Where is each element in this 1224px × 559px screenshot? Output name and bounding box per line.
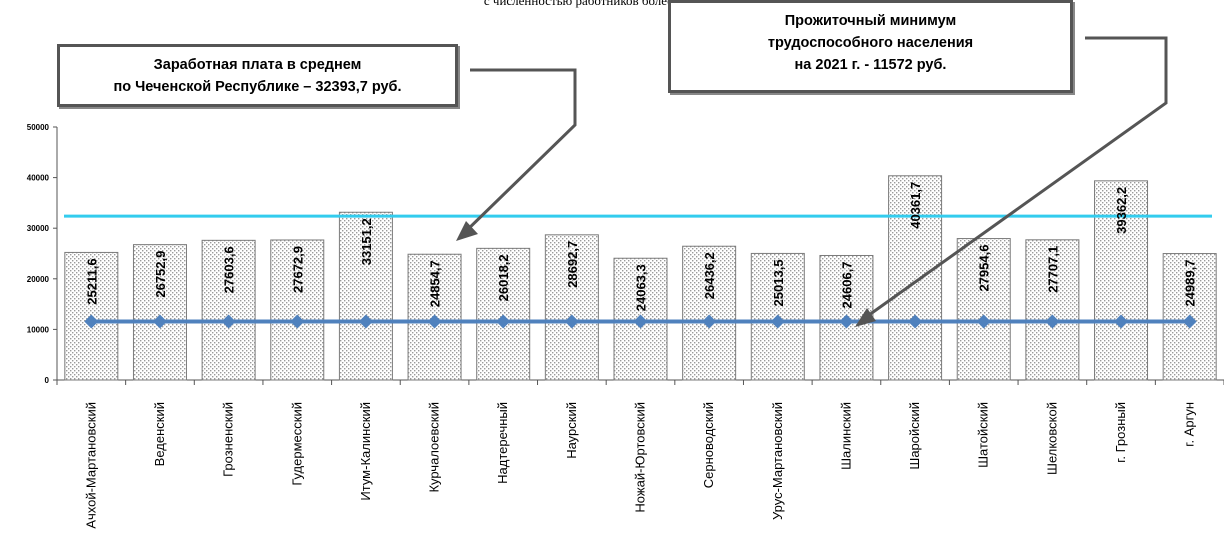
bars — [64, 175, 1217, 381]
bar-value-label: 24854,7 — [428, 260, 443, 307]
y-tick-label: 20000 — [27, 275, 50, 284]
bar — [1094, 180, 1149, 381]
bar — [476, 247, 531, 381]
min-callout-arrowhead — [855, 308, 876, 327]
bar-value-label: 25013,5 — [771, 259, 786, 306]
subsistence-min-marker — [1182, 314, 1197, 329]
subsistence-min-marker — [702, 314, 717, 329]
wage-callout-connector — [460, 68, 577, 237]
subsistence-min-marker — [84, 314, 99, 329]
subsistence-min-marker — [908, 314, 923, 329]
x-tick-label: Серноводский — [701, 402, 716, 488]
bar-value-label: 24063,3 — [634, 264, 649, 311]
subsistence-min-marker — [633, 314, 648, 329]
axes: 0 10000 20000 30000 40000 50000 Ачхой-Мартанов… — [27, 123, 1224, 529]
x-tick-label: Урус-Мартановский — [770, 402, 785, 520]
subsistence-min-marker — [358, 314, 373, 329]
bar — [1025, 239, 1080, 381]
subsistence-min-marker — [496, 314, 511, 329]
y-tick-label: 30000 — [27, 224, 50, 233]
bar — [544, 234, 599, 381]
subsistence-min-marker — [976, 314, 991, 329]
x-tick-label: Наурский — [564, 402, 579, 459]
subsistence-min-callout-line2: трудоспособного населения — [767, 35, 974, 51]
bar-value-label: 27707,1 — [1045, 246, 1060, 293]
bar-value-label: 24989,7 — [1183, 260, 1198, 307]
bar-value-label: 33151,2 — [359, 218, 374, 265]
bar-value-label: 27954,6 — [977, 245, 992, 292]
x-tick-label: Итум-Калинский — [358, 402, 373, 501]
callout-connectors — [456, 36, 1168, 327]
bar-value-label: 25211,6 — [84, 258, 99, 304]
bar — [956, 238, 1011, 381]
y-tick-label: 50000 — [27, 123, 50, 132]
x-tick-label: г. Грозный — [1113, 402, 1128, 463]
avg-wage-callout-line2: по Чеченской Республике – 32393,7 руб. — [113, 79, 402, 95]
bar-value-label: 40361,7 — [908, 182, 923, 229]
x-tick-label: Надтеречный — [495, 402, 510, 484]
x-tick-label: Гудермесский — [289, 402, 304, 486]
bar — [132, 244, 187, 381]
x-tick-label: Шатойский — [976, 402, 991, 468]
x-tick-label: Шаройский — [907, 402, 922, 470]
x-tick-label: Шалинский — [838, 402, 853, 470]
bar-value-label: 26018,2 — [496, 254, 511, 301]
bar-value-label: 27672,9 — [290, 246, 305, 293]
x-tick-label: Ачхой-Мартановский — [83, 402, 98, 529]
bar — [270, 239, 325, 381]
bar-value-label: 26752,9 — [153, 251, 168, 298]
bar — [338, 211, 393, 381]
bar-value-label: 28692,7 — [565, 241, 580, 288]
subsistence-min-marker — [152, 314, 167, 329]
subsistence-min-callout: Прожиточный минимум трудоспособного насе… — [668, 0, 1073, 93]
subsistence-min-callout-line3: на 2021 г. - 11572 руб. — [794, 57, 947, 73]
min-callout-connector — [861, 36, 1168, 322]
bar-value-label: 39362,2 — [1114, 187, 1129, 234]
y-tick-label: 0 — [45, 376, 50, 385]
x-tick-label: Ножай-Юртовский — [633, 402, 648, 513]
reference-lines — [64, 214, 1212, 329]
bar-value-labels: 25211,6 26752,9 27603,6 27672,9 33151,2 24854… — [84, 182, 1197, 311]
x-tick-label: г. Аргун — [1182, 402, 1197, 447]
subsistence-min-marker — [1045, 314, 1060, 329]
y-tick-label: 40000 — [27, 174, 50, 183]
avg-wage-callout: Заработная плата в среднем по Чеченской … — [57, 44, 458, 107]
subsistence-min-marker — [427, 314, 442, 329]
x-tick-label: Шелковской — [1044, 402, 1059, 475]
x-tick-label: Курчалоевский — [427, 402, 442, 493]
y-tick-label: 10000 — [27, 325, 50, 334]
bar-value-label: 24606,7 — [839, 261, 854, 308]
subsistence-min-marker — [839, 314, 854, 329]
subsistence-min-marker — [1114, 314, 1129, 329]
avg-wage-callout-line1: Заработная плата в среднем — [153, 57, 362, 73]
bar — [888, 175, 943, 381]
subsistence-min-callout-line1: Прожиточный минимум — [784, 13, 957, 29]
subsistence-min-marker — [290, 314, 305, 329]
bar — [682, 245, 737, 381]
bar — [201, 239, 256, 381]
x-tick-label: Веденский — [152, 402, 167, 466]
bar-value-label: 26436,2 — [702, 252, 717, 299]
subsistence-min-marker — [221, 314, 236, 329]
chart-caption: с численностью работников более 15 челов… — [483, 0, 741, 8]
x-tick-label: Грозненский — [221, 402, 236, 477]
subsistence-min-marker — [564, 314, 579, 329]
subsistence-min-marker — [770, 314, 785, 329]
bar-value-label: 27603,6 — [222, 246, 237, 293]
wage-callout-arrowhead — [456, 221, 478, 241]
